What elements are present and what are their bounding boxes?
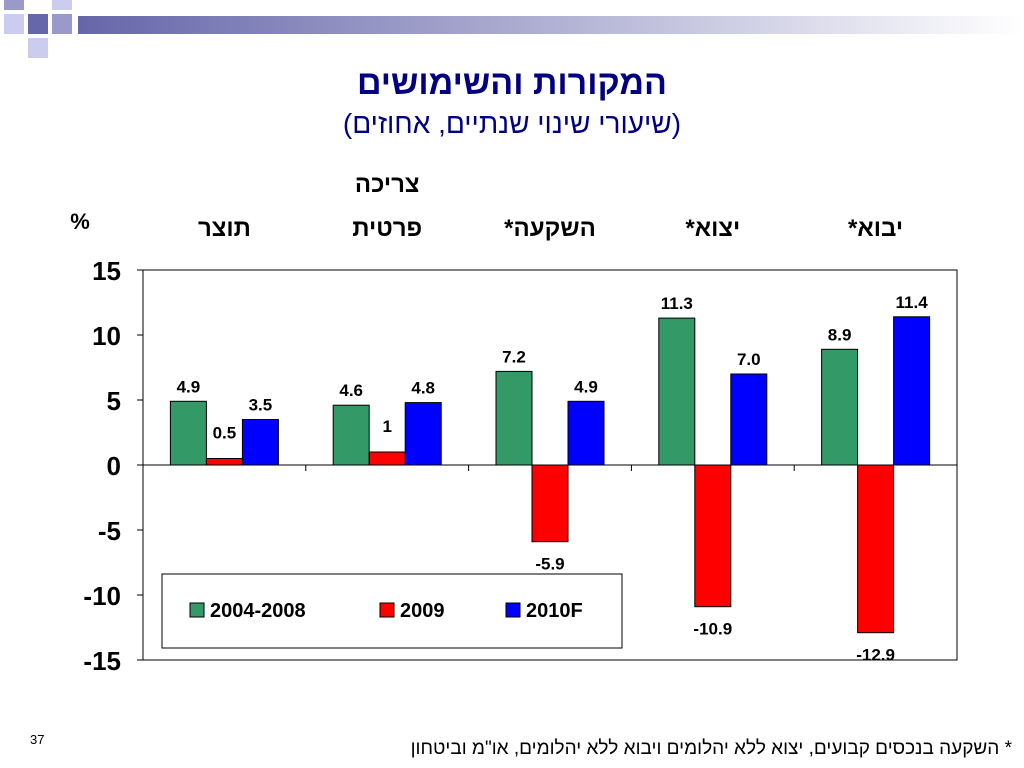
bar <box>531 464 569 543</box>
category-label: צריכה <box>355 171 420 198</box>
decoration-square <box>28 14 48 34</box>
category-label: השקעה* <box>504 215 596 242</box>
footnote: * השקעה בנכסים קבועים, יצוא ללא יהלומים … <box>410 738 1012 759</box>
y-tick-label: -10 <box>83 581 121 611</box>
decoration-square <box>28 38 48 58</box>
bar <box>658 317 696 466</box>
data-label: -12.9 <box>856 646 895 665</box>
bar <box>893 316 931 466</box>
bar <box>857 464 895 634</box>
bar <box>694 464 732 608</box>
y-tick-label: -15 <box>83 646 121 676</box>
bar <box>332 404 370 466</box>
bar <box>368 451 406 466</box>
decoration-square <box>52 14 72 34</box>
bar <box>241 419 279 466</box>
y-tick-label: 15 <box>92 256 121 286</box>
data-label: 7.0 <box>737 350 761 369</box>
bar <box>205 458 243 466</box>
bar <box>821 348 859 466</box>
chart-subtitle: (שיעורי שינוי שנתיים, אחוזים) <box>342 108 682 139</box>
category-label: יבוא* <box>848 215 903 242</box>
decoration-square <box>4 0 24 10</box>
data-label: 1 <box>382 417 391 436</box>
y-tick-label: 5 <box>107 386 121 416</box>
decoration-square <box>52 0 72 10</box>
data-label: -5.9 <box>535 555 564 574</box>
bar <box>730 373 768 466</box>
corner-decoration <box>4 0 1024 58</box>
legend-swatch <box>505 602 521 618</box>
y-tick-label: 0 <box>107 451 121 481</box>
category-label: תוצר <box>198 215 251 242</box>
legend-swatch <box>379 602 395 618</box>
legend-label: 2010F <box>526 600 583 622</box>
decoration-square <box>4 14 24 34</box>
header-band <box>78 16 1024 34</box>
y-tick-label: 10 <box>92 321 121 351</box>
data-label: 4.6 <box>339 381 363 400</box>
data-label: 11.3 <box>661 294 693 313</box>
bar <box>404 402 442 466</box>
data-label: 0.5 <box>213 424 237 443</box>
decoration-square <box>28 0 48 10</box>
data-label: 3.5 <box>249 396 273 415</box>
y-tick-label: -5 <box>98 516 121 546</box>
bar <box>567 400 605 466</box>
data-label: 4.9 <box>574 377 598 396</box>
decoration-square <box>52 38 72 58</box>
legend-swatch <box>189 602 205 618</box>
data-label: 4.9 <box>177 377 201 396</box>
legend-label: 2009 <box>400 600 445 622</box>
bar <box>169 400 207 466</box>
category-label: פרטית <box>352 215 422 242</box>
data-label: 11.4 <box>896 293 929 312</box>
bar <box>495 370 533 466</box>
data-label: 8.9 <box>828 325 852 344</box>
y-unit-label: % <box>70 209 90 234</box>
page-number: 37 <box>30 732 45 747</box>
category-label: יצוא* <box>685 215 740 242</box>
data-label: 4.8 <box>411 379 435 398</box>
data-label: 7.2 <box>502 347 526 366</box>
legend-label: 2004-2008 <box>210 600 306 622</box>
chart-title: המקורות והשימושים <box>356 64 668 102</box>
data-label: -10.9 <box>693 620 732 639</box>
